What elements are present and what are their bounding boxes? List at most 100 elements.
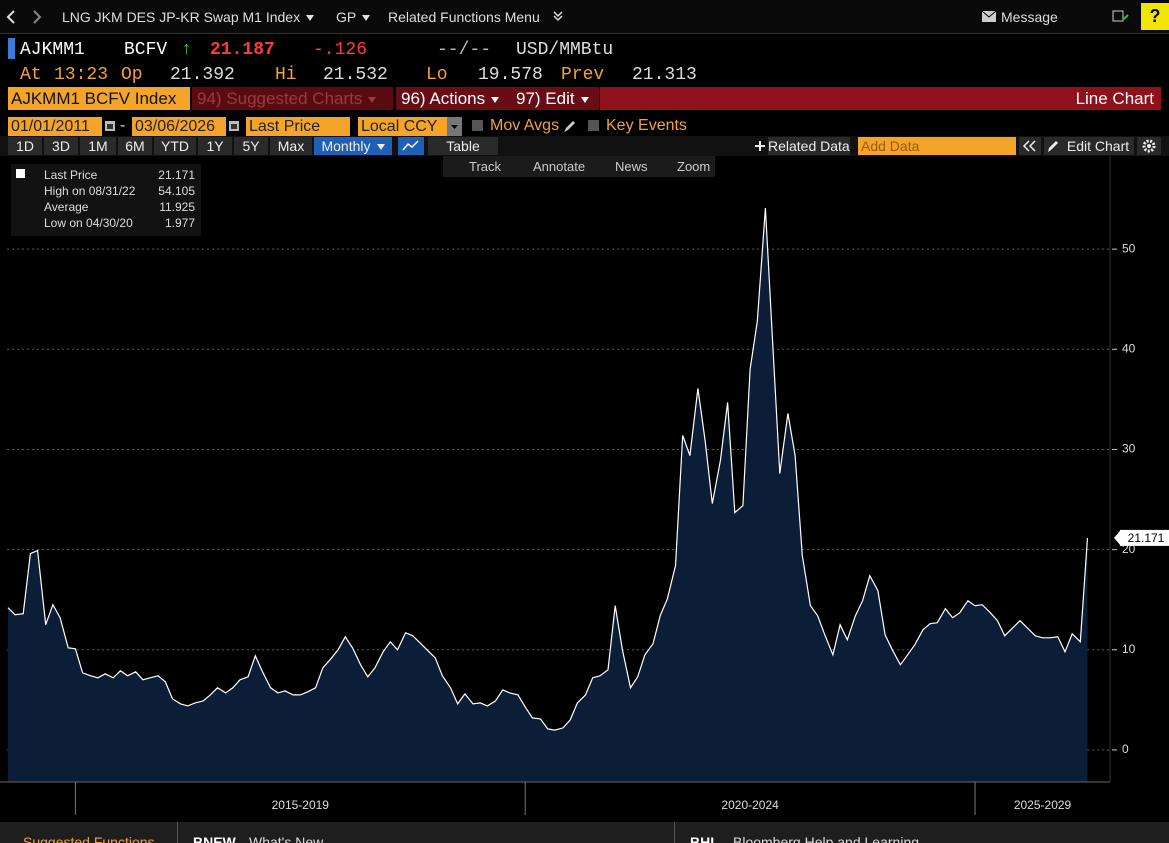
divider: [177, 822, 178, 843]
footer-item[interactable]: What's New: [249, 834, 324, 843]
x-tick-label: 2015-2019: [272, 798, 330, 812]
y-tick-label: 10: [1122, 642, 1136, 656]
period-button[interactable]: 1D: [8, 137, 42, 155]
tool[interactable]: Annotate: [533, 159, 586, 174]
stat-value: 21.392: [170, 65, 235, 85]
direction: ↑: [181, 40, 192, 60]
bid-ask: --/--: [437, 40, 492, 60]
legend-value: 21.171: [158, 168, 195, 182]
related-data[interactable]: Related Data: [768, 137, 850, 155]
last-value-pointer: [1114, 530, 1120, 545]
add-data[interactable]: Add Data: [858, 137, 1016, 155]
period-button[interactable]: 3D: [44, 137, 78, 155]
collapse-icon[interactable]: [1019, 137, 1041, 155]
footer-code[interactable]: BNEW: [193, 834, 236, 843]
period-button[interactable]: 1M: [80, 137, 116, 155]
footer-code[interactable]: BHL: [690, 834, 719, 843]
period-button[interactable]: 1Y: [198, 137, 232, 155]
menu-item[interactable]: 96) Actions: [396, 87, 511, 110]
chart-tools: Track Annotate News Zoom: [443, 156, 715, 177]
y-tick-label: 50: [1122, 241, 1136, 255]
change: -.126: [313, 40, 368, 60]
divider: [674, 822, 675, 843]
tool[interactable]: Zoom: [677, 159, 711, 174]
last-price: 21.187: [210, 40, 275, 60]
plus-icon: [755, 141, 765, 151]
legend-value: 1.977: [164, 216, 195, 230]
chart-type: Line Chart: [600, 87, 1161, 110]
footer-item[interactable]: Bloomberg Help and Learning: [733, 834, 920, 843]
stat-value: 21.532: [323, 65, 388, 85]
function-menu[interactable]: GP: [336, 9, 370, 25]
mail-icon: [982, 11, 996, 22]
chart-icon[interactable]: [398, 137, 424, 155]
date-separator: -: [120, 117, 126, 134]
period-button[interactable]: 6M: [118, 137, 152, 155]
stat-value: 21.313: [632, 65, 697, 85]
period-button[interactable]: YTD: [154, 137, 196, 155]
legend-value: 54.105: [158, 184, 195, 198]
help-button[interactable]: ?: [1141, 3, 1169, 30]
units: USD/MMBtu: [516, 40, 614, 60]
tool[interactable]: Track: [469, 159, 502, 174]
x-tick-label: 2020-2024: [721, 798, 779, 812]
menu-item[interactable]: 94) Suggested Charts: [192, 87, 393, 110]
source: BCFV: [124, 40, 168, 60]
end-date[interactable]: 03/06/2026: [132, 117, 226, 136]
menu-item[interactable]: 97) Edit: [511, 87, 599, 110]
footer-item[interactable]: Suggested Functions: [23, 834, 155, 843]
stat-value: 19.578: [478, 65, 543, 85]
y-tick-label: 0: [1122, 742, 1129, 756]
start-date[interactable]: 01/01/2011: [8, 117, 102, 136]
message[interactable]: Message: [1001, 9, 1058, 25]
tool[interactable]: News: [615, 159, 648, 174]
edit-icon[interactable]: [1044, 137, 1062, 155]
settings-icon[interactable]: [1137, 137, 1161, 155]
frequency-button[interactable]: Monthly: [314, 137, 392, 155]
checkbox[interactable]: [472, 120, 483, 131]
ticker: AJKMM1: [20, 40, 85, 60]
legend-swatch: [16, 169, 25, 178]
window-icon[interactable]: [1112, 9, 1130, 25]
field-select[interactable]: Last Price: [246, 117, 350, 136]
checkbox-label[interactable]: Key Events: [606, 117, 687, 134]
period-button[interactable]: Max: [270, 137, 312, 155]
stat-label: Hi: [275, 65, 297, 85]
price-line: [7, 207, 1089, 731]
top-bar: LNG JKM DES JP-KR Swap M1 Index GP Relat…: [0, 0, 1169, 34]
y-tick-label: 40: [1122, 341, 1136, 355]
calendar-icon[interactable]: [104, 118, 116, 134]
checkbox-label[interactable]: Mov Avgs: [490, 117, 560, 134]
x-tick-label: 2025-2029: [1014, 798, 1072, 812]
security-box[interactable]: AJKMM1 BCFV Index: [8, 87, 190, 110]
table-button[interactable]: Table: [428, 137, 498, 155]
currency-select[interactable]: Local CCY: [358, 117, 448, 136]
last-value-label: 21.171: [1128, 531, 1165, 545]
edit-chart[interactable]: Edit Chart: [1062, 137, 1134, 155]
legend-value: 11.925: [159, 200, 195, 214]
related-menu[interactable]: Related Functions Menu: [388, 9, 540, 25]
stat-label: At: [20, 65, 42, 85]
stat-label: Lo: [426, 65, 448, 85]
calendar-icon[interactable]: [228, 118, 240, 134]
security-menu[interactable]: LNG JKM DES JP-KR Swap M1 Index: [62, 9, 314, 25]
period-button[interactable]: 5Y: [234, 137, 268, 155]
area-fill: [7, 208, 1088, 782]
legend-label: Low on 04/30/20: [44, 216, 133, 230]
nav-arrows[interactable]: [4, 8, 44, 26]
y-tick-label: 30: [1122, 442, 1136, 456]
menu-bar: AJKMM1 BCFV Index 94) Suggested Charts 9…: [8, 87, 1161, 110]
stat-label: Op: [121, 65, 143, 85]
legend-label: Average: [44, 200, 89, 214]
pencil-icon[interactable]: [562, 118, 576, 134]
checkbox[interactable]: [588, 120, 599, 131]
last-value-box: [1120, 529, 1169, 546]
stat-label: Prev: [561, 65, 605, 85]
legend-label: High on 08/31/22: [44, 184, 136, 198]
dropdown-icon[interactable]: [447, 117, 462, 136]
menu-icon: [553, 11, 563, 22]
legend: Last Price 21.171 High on 08/31/22 54.10…: [11, 164, 201, 236]
footer: Suggested Functions BNEW What's New BHL …: [0, 822, 1169, 843]
